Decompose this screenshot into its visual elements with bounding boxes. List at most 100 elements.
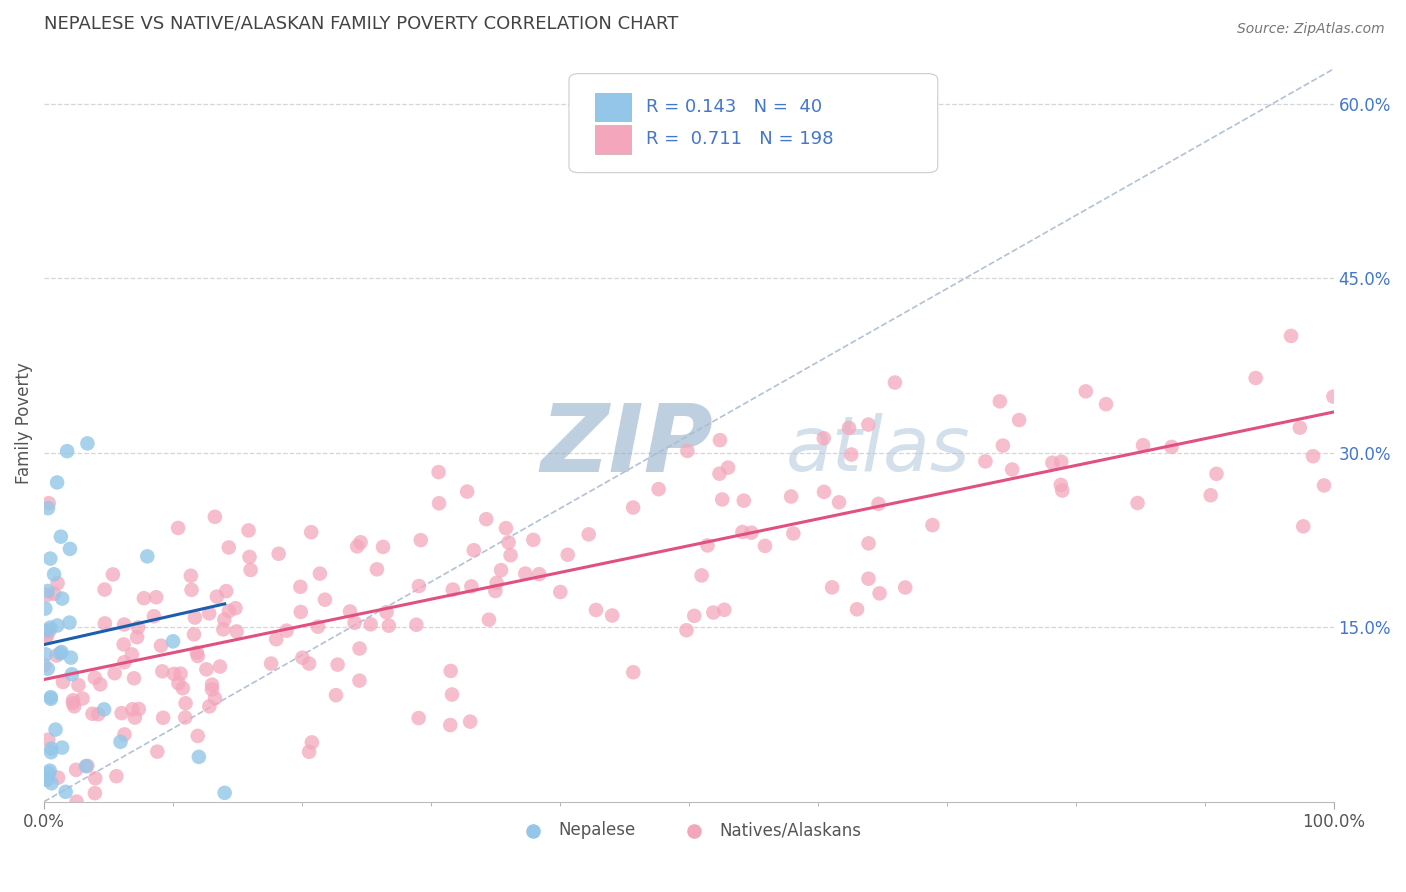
Point [868,497,890,511]
Point [441,582,464,597]
Point [858,536,880,550]
Point [515,566,537,581]
Point [1050,455,1073,469]
Point [1052,483,1074,498]
Point [75,759,97,773]
Point [1205,467,1227,481]
Point [1095,397,1118,411]
Point [709,433,731,447]
Point [550,585,572,599]
Point [600,608,623,623]
Point [1322,390,1344,404]
Point [527,567,550,582]
Point [172,681,194,696]
Point [690,568,713,582]
Point [884,376,907,390]
Point [225,624,247,639]
Point [45,723,67,737]
Point [1160,440,1182,454]
Point [62,696,84,710]
Point [299,525,322,540]
Point [93,582,115,597]
Point [38,764,60,778]
Point [214,786,236,800]
Point [183,627,205,641]
Point [51,591,73,606]
Point [46,475,69,490]
Point [32,772,55,787]
Point [214,613,236,627]
Point [1244,371,1267,385]
Point [205,590,228,604]
Point [63,699,86,714]
Point [988,394,1011,409]
Point [42,567,65,582]
Bar [595,125,631,153]
Point [298,657,321,671]
Point [89,677,111,691]
Point [37,732,59,747]
Point [204,509,226,524]
Point [186,646,208,660]
Point [378,618,401,632]
Point [82,706,104,721]
Point [557,548,579,562]
Point [291,650,314,665]
Point [39,621,62,635]
Point [163,667,186,681]
FancyBboxPatch shape [569,74,938,173]
Point [290,580,312,594]
Point [409,533,432,548]
Point [485,575,508,590]
Point [1074,384,1097,399]
Point [35,629,58,643]
Point [41,776,63,790]
Point [51,740,73,755]
Point [838,421,860,435]
Point [174,696,197,710]
Point [46,576,69,591]
Point [76,436,98,450]
Point [142,609,165,624]
Point [1001,462,1024,476]
Point [83,786,105,800]
Point [349,641,371,656]
Point [187,750,209,764]
Point [475,512,498,526]
Point [37,662,59,676]
Point [339,605,361,619]
Point [1126,496,1149,510]
Point [346,540,368,554]
Point [495,521,517,535]
Text: Source: ZipAtlas.com: Source: ZipAtlas.com [1237,22,1385,37]
Point [162,634,184,648]
Point [1049,478,1071,492]
Point [49,530,72,544]
Point [405,617,427,632]
Point [676,444,699,458]
Point [375,605,398,619]
Point [149,639,172,653]
Point [224,601,246,615]
Point [974,454,997,468]
Point [35,624,58,638]
Point [87,707,110,722]
Point [167,676,190,690]
Point [343,615,366,630]
Point [460,579,482,593]
Point [731,524,754,539]
Point [733,493,755,508]
Point [1279,329,1302,343]
Point [35,772,58,787]
Point [55,785,77,799]
Point [105,769,128,783]
Point [169,666,191,681]
Point [869,586,891,600]
Point [522,533,544,547]
Point [238,549,260,564]
Point [828,495,851,509]
Point [366,562,388,576]
Point [62,693,84,707]
Point [187,649,209,664]
Point [326,657,349,672]
